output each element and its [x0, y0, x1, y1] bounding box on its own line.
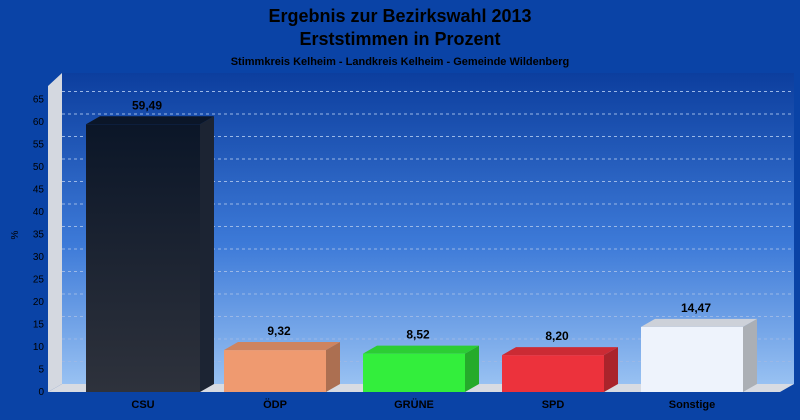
bar-front — [224, 350, 326, 392]
y-tick-label: 45 — [33, 185, 45, 196]
x-tick-label: Sonstige — [669, 399, 715, 411]
x-tick-label: ÖDP — [263, 398, 287, 411]
bar-side — [743, 318, 757, 392]
bar-front — [363, 353, 465, 392]
bars: 59,49 9,32 8,52 8,20 14,47 — [86, 98, 757, 393]
bar-side — [465, 345, 479, 392]
x-tick-label: GRÜNE — [394, 398, 434, 411]
y-tick-label: 0 — [38, 387, 44, 398]
bar-value-label: 59,49 — [132, 98, 162, 112]
bar-csu — [86, 116, 214, 393]
bar-front — [86, 124, 200, 393]
chart-subtitle: Stimmkreis Kelheim - Landkreis Kelheim -… — [231, 56, 570, 68]
bar-front — [502, 355, 604, 392]
y-tick-label: 60 — [33, 117, 45, 128]
bar-top — [363, 345, 479, 354]
y-tick-label: 25 — [33, 275, 45, 286]
bar-spd — [502, 347, 618, 392]
bar-value-label: 8,20 — [545, 329, 569, 343]
plot-left-wall — [48, 73, 62, 392]
bar-top — [224, 342, 340, 351]
bar-ödp — [224, 342, 340, 392]
bar-front — [641, 326, 743, 392]
bar-top — [502, 347, 618, 356]
bar-grüne — [363, 345, 479, 392]
y-tick-label: 40 — [33, 207, 45, 218]
y-tick-label: 10 — [33, 342, 45, 353]
y-tick-label: 65 — [33, 95, 45, 106]
chart-title-line2: Erststimmen in Prozent — [299, 29, 500, 49]
bar-side — [200, 116, 214, 393]
bar-value-label: 9,32 — [267, 324, 291, 338]
y-tick-label: 55 — [33, 140, 45, 151]
bar-sonstige — [641, 318, 757, 392]
y-tick-label: 5 — [38, 365, 44, 376]
x-axis-categories: CSU ÖDP GRÜNE SPD Sonstige — [131, 398, 715, 411]
bar-top — [86, 116, 214, 125]
bar-value-label: 8,52 — [406, 328, 430, 342]
y-axis-ticks: 0 5 10 15 20 25 30 35 40 45 50 55 60 65 — [33, 95, 45, 399]
y-tick-label: 15 — [33, 320, 45, 331]
x-tick-label: SPD — [542, 399, 565, 411]
y-tick-label: 30 — [33, 252, 45, 263]
bar-side — [604, 347, 618, 392]
bar-side — [326, 342, 340, 392]
y-tick-label: 35 — [33, 230, 45, 241]
bar-value-label: 14,47 — [681, 301, 711, 315]
chart-title-line1: Ergebnis zur Bezirkswahl 2013 — [268, 6, 531, 26]
bar-top — [641, 318, 757, 327]
x-tick-label: CSU — [131, 399, 154, 411]
y-tick-label: 20 — [33, 297, 45, 308]
y-axis-label: % — [10, 230, 21, 239]
y-tick-label: 50 — [33, 162, 45, 173]
